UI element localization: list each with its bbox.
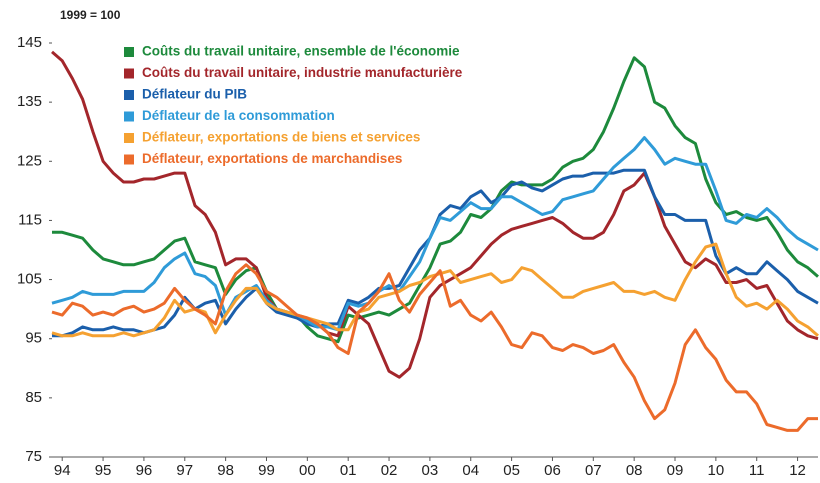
x-tick-label: 99	[258, 462, 275, 479]
y-tick-label: 125	[17, 152, 42, 169]
x-tick-label: 10	[708, 462, 725, 479]
x-tick-label: 03	[422, 462, 439, 479]
legend-swatch	[124, 68, 134, 79]
x-tick-label: 97	[176, 462, 193, 479]
y-tick-label: 145	[17, 34, 42, 51]
series-line	[51, 50, 819, 379]
x-tick-label: 94	[54, 462, 71, 479]
x-tick-label: 95	[95, 462, 112, 479]
x-tick-label: 02	[381, 462, 398, 479]
x-tick-label: 96	[136, 462, 153, 479]
x-tick-label: 12	[789, 462, 806, 479]
y-tick-label: 95	[25, 330, 42, 347]
x-tick-label: 98	[217, 462, 234, 479]
chart-subtitle: 1999 = 100	[60, 8, 121, 22]
y-tick-label: 105	[17, 271, 42, 288]
legend-label: Coûts du travail unitaire, industrie man…	[142, 65, 463, 80]
legend-label: Déflateur, exportations de marchandises	[142, 151, 402, 166]
x-tick-label: 04	[462, 462, 479, 479]
legend-label: Déflateur du PIB	[142, 87, 247, 102]
series-line	[51, 263, 818, 432]
legend-label: Déflateur, exportations de biens et serv…	[142, 130, 420, 145]
y-tick-label: 135	[17, 93, 42, 110]
x-tick-label: 01	[340, 462, 357, 479]
series-line	[51, 136, 819, 332]
y-tick-label: 115	[18, 211, 42, 228]
y-tick-label: 85	[25, 389, 42, 406]
legend-swatch	[124, 90, 134, 100]
legend-swatch	[124, 154, 134, 165]
x-tick-label: 11	[749, 462, 765, 479]
y-tick-label: 75	[25, 448, 42, 465]
legend-label: Coûts du travail unitaire, ensemble de l…	[142, 44, 460, 59]
x-tick-label: 07	[585, 462, 602, 479]
legend-swatch	[124, 111, 134, 122]
x-tick-label: 00	[299, 462, 316, 479]
series-line	[52, 56, 819, 344]
legend-swatch	[124, 133, 134, 143]
x-tick-label: 09	[667, 462, 684, 479]
x-tick-label: 05	[503, 462, 520, 479]
x-tick-label: 06	[544, 462, 561, 479]
legend-label: Déflateur de la consommation	[142, 108, 335, 123]
x-tick-label: 08	[626, 462, 643, 479]
legend-swatch	[124, 47, 134, 57]
